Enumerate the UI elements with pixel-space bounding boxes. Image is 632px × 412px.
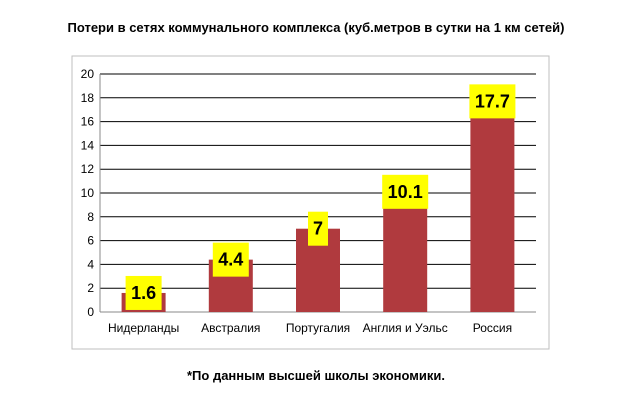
data-label-background [212,242,249,277]
x-category-label: Португалия [286,321,350,335]
source-footnote: *По данным высшей школы экономики. [186,368,446,383]
y-tick-label: 14 [81,138,95,152]
y-tick-label: 10 [81,186,95,200]
x-category-label: Австралия [201,321,260,335]
bar [383,191,428,312]
data-label: 1.6 [131,283,156,303]
chart-frame [71,55,550,350]
data-label-background [125,275,162,310]
data-label: 10.1 [388,182,423,202]
y-tick-label: 16 [81,115,95,129]
y-tick-label: 8 [87,210,94,224]
y-tick-label: 2 [87,281,94,295]
data-label: 17.7 [475,91,510,111]
bar [470,101,515,313]
data-label: 4.4 [218,250,243,270]
y-tick-label: 18 [81,91,95,105]
x-category-label: Россия [473,321,512,335]
data-label: 7 [313,219,323,239]
y-tick-label: 6 [87,234,94,248]
x-category-label: Нидерланды [108,321,179,335]
y-tick-label: 0 [87,305,94,319]
x-category-label: Англия и Уэльс [363,321,448,335]
y-tick-label: 12 [81,162,95,176]
data-label-background [308,211,328,246]
y-tick-label: 20 [81,67,95,81]
y-tick-label: 4 [87,257,94,271]
chart-title: Потери в сетях коммунального комплекса (… [67,20,565,35]
data-label-background [382,174,429,209]
data-label-background [469,84,516,119]
